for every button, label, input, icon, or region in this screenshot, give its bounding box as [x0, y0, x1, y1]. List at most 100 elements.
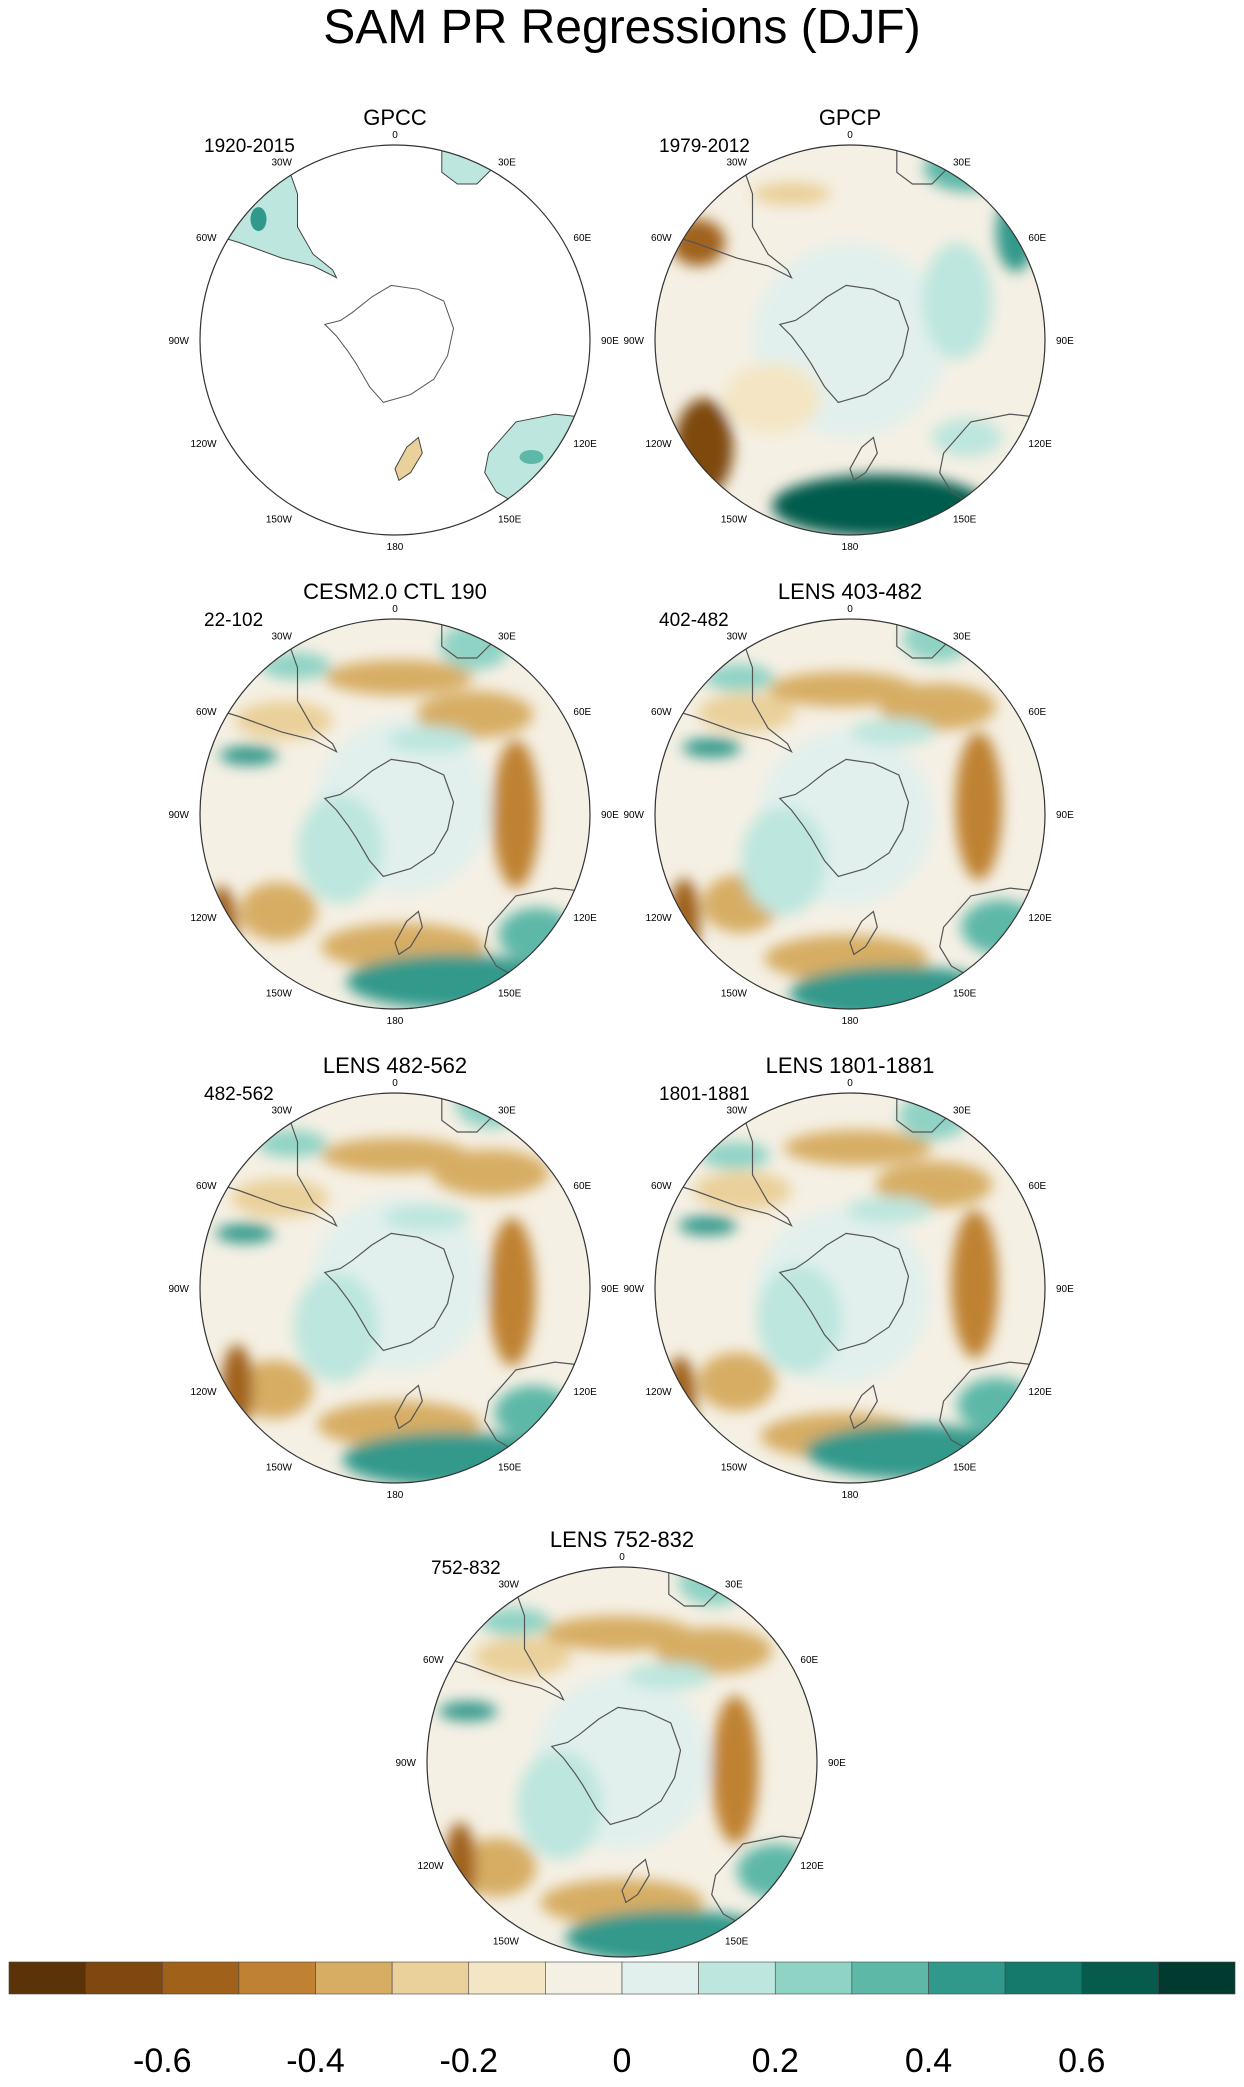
- panel-title: GPCC: [363, 105, 427, 130]
- longitude-label: 60E: [573, 233, 591, 244]
- longitude-label: 180: [842, 542, 859, 553]
- longitude-label: 150E: [498, 988, 522, 999]
- longitude-label: 120W: [645, 1387, 672, 1398]
- longitude-label: 60W: [196, 707, 217, 718]
- longitude-label: 90E: [601, 810, 619, 821]
- longitude-label: 90W: [168, 336, 189, 347]
- longitude-label: 30E: [953, 1106, 971, 1117]
- map-border: [654, 1092, 1046, 1484]
- longitude-label: 90E: [1056, 810, 1074, 821]
- map-panel: LENS 403-482 402-482 0 30E 60E 90E 120E 150E 180…: [623, 579, 1074, 1027]
- longitude-label: 30W: [726, 158, 747, 169]
- longitude-label: 0: [392, 604, 398, 615]
- longitude-label: 60W: [651, 233, 672, 244]
- colorbar-swatch: [1004, 1961, 1083, 1995]
- panel-years: 1920-2015: [204, 136, 295, 157]
- longitude-label: 150E: [725, 1936, 749, 1947]
- colorbar-swatch: [928, 1961, 1006, 1995]
- longitude-label: 120E: [573, 913, 597, 924]
- colorbar-swatch: [1081, 1961, 1159, 1995]
- longitude-label: 90W: [623, 336, 644, 347]
- longitude-label: 30E: [953, 158, 971, 169]
- longitude-label: 180: [387, 1490, 404, 1501]
- longitude-label: 30W: [271, 632, 292, 643]
- longitude-label: 30E: [498, 158, 516, 169]
- precip-field: [200, 619, 590, 1009]
- precip-field: [200, 1093, 590, 1483]
- longitude-label: 60W: [196, 233, 217, 244]
- longitude-label: 90W: [168, 810, 189, 821]
- colorbar-swatch: [391, 1961, 470, 1995]
- precip-field: [655, 1093, 1045, 1483]
- panel-title: LENS 482-562: [323, 1053, 467, 1078]
- longitude-label: 120E: [800, 1861, 824, 1872]
- colorbar-swatch: [8, 1961, 86, 1995]
- figure-title: SAM PR Regressions (DJF): [323, 1, 920, 54]
- longitude-label: 90E: [828, 1758, 846, 1769]
- panel-title: GPCP: [819, 105, 881, 130]
- colorbar-swatch: [545, 1961, 623, 1995]
- longitude-label: 120W: [645, 439, 672, 450]
- colorbar-swatch: [468, 1961, 546, 1995]
- longitude-label: 60E: [1028, 233, 1046, 244]
- panel-years: 1801-1881: [659, 1084, 750, 1105]
- map-border: [426, 1566, 818, 1958]
- longitude-label: 60W: [651, 707, 672, 718]
- map-panel: GPCC 1920-2015 0 30E 60E 90E 120E 150E 180 150W 12…: [168, 105, 619, 553]
- panel-title: CESM2.0 CTL 190: [303, 579, 487, 604]
- longitude-label: 150W: [266, 988, 293, 999]
- map-border: [199, 1092, 591, 1484]
- longitude-label: 60E: [573, 707, 591, 718]
- panel-title: LENS 752-832: [550, 1527, 694, 1552]
- colorbar-swatch: [621, 1961, 699, 1995]
- longitude-label: 150W: [266, 514, 293, 525]
- longitude-label: 120W: [417, 1861, 444, 1872]
- longitude-label: 150E: [498, 1462, 522, 1473]
- map-border: [199, 144, 591, 536]
- longitude-label: 60E: [800, 1655, 818, 1666]
- longitude-label: 180: [387, 542, 404, 553]
- longitude-label: 0: [847, 1078, 853, 1089]
- map-border: [199, 618, 591, 1010]
- longitude-label: 90W: [623, 1284, 644, 1295]
- map-panel: LENS 752-832752-832030E60E90E120E150E180…: [395, 1527, 846, 1975]
- longitude-label: 120E: [573, 439, 597, 450]
- coastlines: [200, 1093, 590, 1457]
- panel-years: 752-832: [431, 1558, 501, 1579]
- coastlines: [655, 619, 1045, 983]
- colorbar-swatch: [1158, 1961, 1236, 1995]
- longitude-label: 30W: [726, 1106, 747, 1117]
- colorbar-swatch: [774, 1961, 853, 1995]
- longitude-label: 30W: [498, 1580, 519, 1591]
- longitude-label: 150W: [266, 1462, 293, 1473]
- longitude-label: 150E: [498, 514, 522, 525]
- longitude-label: 180: [842, 1016, 859, 1027]
- longitude-label: 120W: [645, 913, 672, 924]
- longitude-label: 90E: [1056, 336, 1074, 347]
- panel-years: 1979-2012: [659, 136, 750, 157]
- longitude-label: 30E: [498, 1106, 516, 1117]
- longitude-label: 120W: [190, 439, 217, 450]
- longitude-label: 30E: [498, 632, 516, 643]
- longitude-label: 90E: [1056, 1284, 1074, 1295]
- colorbar-swatch: [238, 1961, 316, 1995]
- colorbar-tick-label: 0: [613, 2042, 632, 2080]
- longitude-label: 30W: [271, 158, 292, 169]
- longitude-label: 0: [392, 130, 398, 141]
- map-border: [654, 618, 1046, 1010]
- longitude-label: 120W: [190, 913, 217, 924]
- panel-title: LENS 1801-1881: [766, 1053, 935, 1078]
- colorbar-tick-label: -0.4: [286, 2042, 345, 2080]
- longitude-label: 30W: [271, 1106, 292, 1117]
- colorbar-swatch: [851, 1961, 929, 1995]
- colorbar-tick-label: -0.6: [133, 2042, 192, 2080]
- map-panel: GPCP 1979-2012 0 30E 60E 90E 120E 150E 180 150W 12…: [623, 105, 1074, 553]
- colorbar-tick-label: -0.2: [440, 2042, 499, 2080]
- longitude-label: 90W: [623, 810, 644, 821]
- longitude-label: 120E: [1028, 1387, 1052, 1398]
- longitude-label: 150E: [953, 988, 977, 999]
- longitude-label: 150E: [953, 1462, 977, 1473]
- longitude-label: 90E: [601, 336, 619, 347]
- longitude-label: 30E: [953, 632, 971, 643]
- longitude-label: 90W: [395, 1758, 416, 1769]
